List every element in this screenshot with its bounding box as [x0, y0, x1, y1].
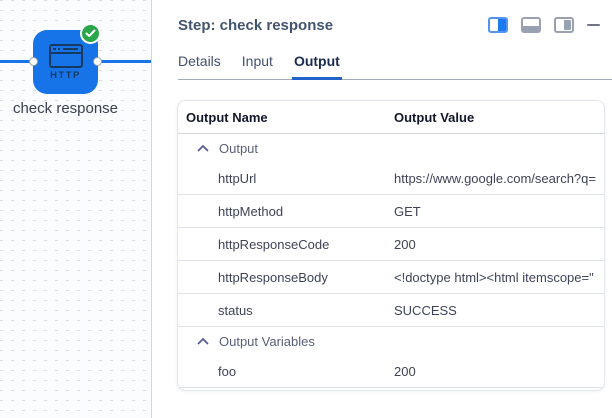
table-row: httpResponseBody <!doctype html><html ite…	[178, 261, 604, 294]
tab-input[interactable]: Input	[241, 53, 273, 69]
output-value-cell: 200	[394, 236, 416, 252]
tab-bar: Details Input Output	[178, 38, 612, 80]
step-details-panel: Step: check response Details Input Output …	[152, 0, 612, 418]
success-check-badge-icon	[80, 23, 101, 44]
output-name-cell: httpResponseBody	[218, 269, 328, 285]
panel-window-controls	[488, 17, 600, 33]
workflow-canvas[interactable]: HTTP check response	[0, 0, 152, 418]
output-name-cell: status	[218, 302, 253, 318]
tab-output[interactable]: Output	[291, 53, 342, 80]
chevron-up-icon[interactable]	[196, 143, 210, 153]
minimize-icon[interactable]	[587, 23, 600, 27]
table-row: foo 200	[178, 355, 604, 388]
group-label: Output	[219, 140, 259, 156]
group-label: Output Variables	[219, 333, 315, 349]
column-header-output-name: Output Name	[186, 109, 268, 125]
table-row: status SUCCESS	[178, 294, 604, 327]
output-value-cell: <!doctype html><html itemscope="	[394, 269, 594, 285]
table-body: Output httpUrl https://www.google.com/sear…	[178, 134, 604, 388]
group-row: Output	[178, 134, 604, 162]
connector-line-left	[0, 60, 33, 63]
layout-split-icon[interactable]	[488, 17, 508, 33]
layout-bottom-icon[interactable]	[521, 17, 541, 33]
output-value-cell: https://www.google.com/search?q=	[394, 170, 596, 186]
output-name-cell: httpResponseCode	[218, 236, 330, 252]
chevron-up-icon[interactable]	[196, 336, 210, 346]
http-node-type-label: HTTP	[50, 69, 81, 81]
panel-title: Step: check response	[178, 16, 334, 34]
output-table-card: Output Name Output Value Output httpUrl ht…	[177, 100, 605, 391]
table-row: httpUrl https://www.google.com/search?q=	[178, 162, 604, 195]
input-port[interactable]	[29, 57, 38, 66]
table-row: httpMethod GET	[178, 195, 604, 228]
group-row: Output Variables	[178, 327, 604, 355]
table-row: httpResponseCode 200	[178, 228, 604, 261]
node-label: check response	[12, 100, 119, 117]
table-header-row: Output Name Output Value	[178, 101, 604, 134]
output-value-cell: 200	[394, 363, 416, 379]
output-port[interactable]	[93, 57, 102, 66]
connector-line-right	[98, 60, 151, 63]
browser-window-icon	[48, 43, 83, 68]
column-header-output-value: Output Value	[394, 109, 475, 125]
output-value-cell: GET	[394, 203, 421, 219]
tab-details[interactable]: Details	[178, 53, 221, 69]
panel-header: Step: check response	[152, 12, 612, 38]
output-name-cell: foo	[218, 363, 237, 379]
layout-right-icon[interactable]	[554, 17, 574, 33]
output-name-cell: httpMethod	[218, 203, 284, 219]
output-value-cell: SUCCESS	[394, 302, 457, 318]
output-name-cell: httpUrl	[218, 170, 257, 186]
